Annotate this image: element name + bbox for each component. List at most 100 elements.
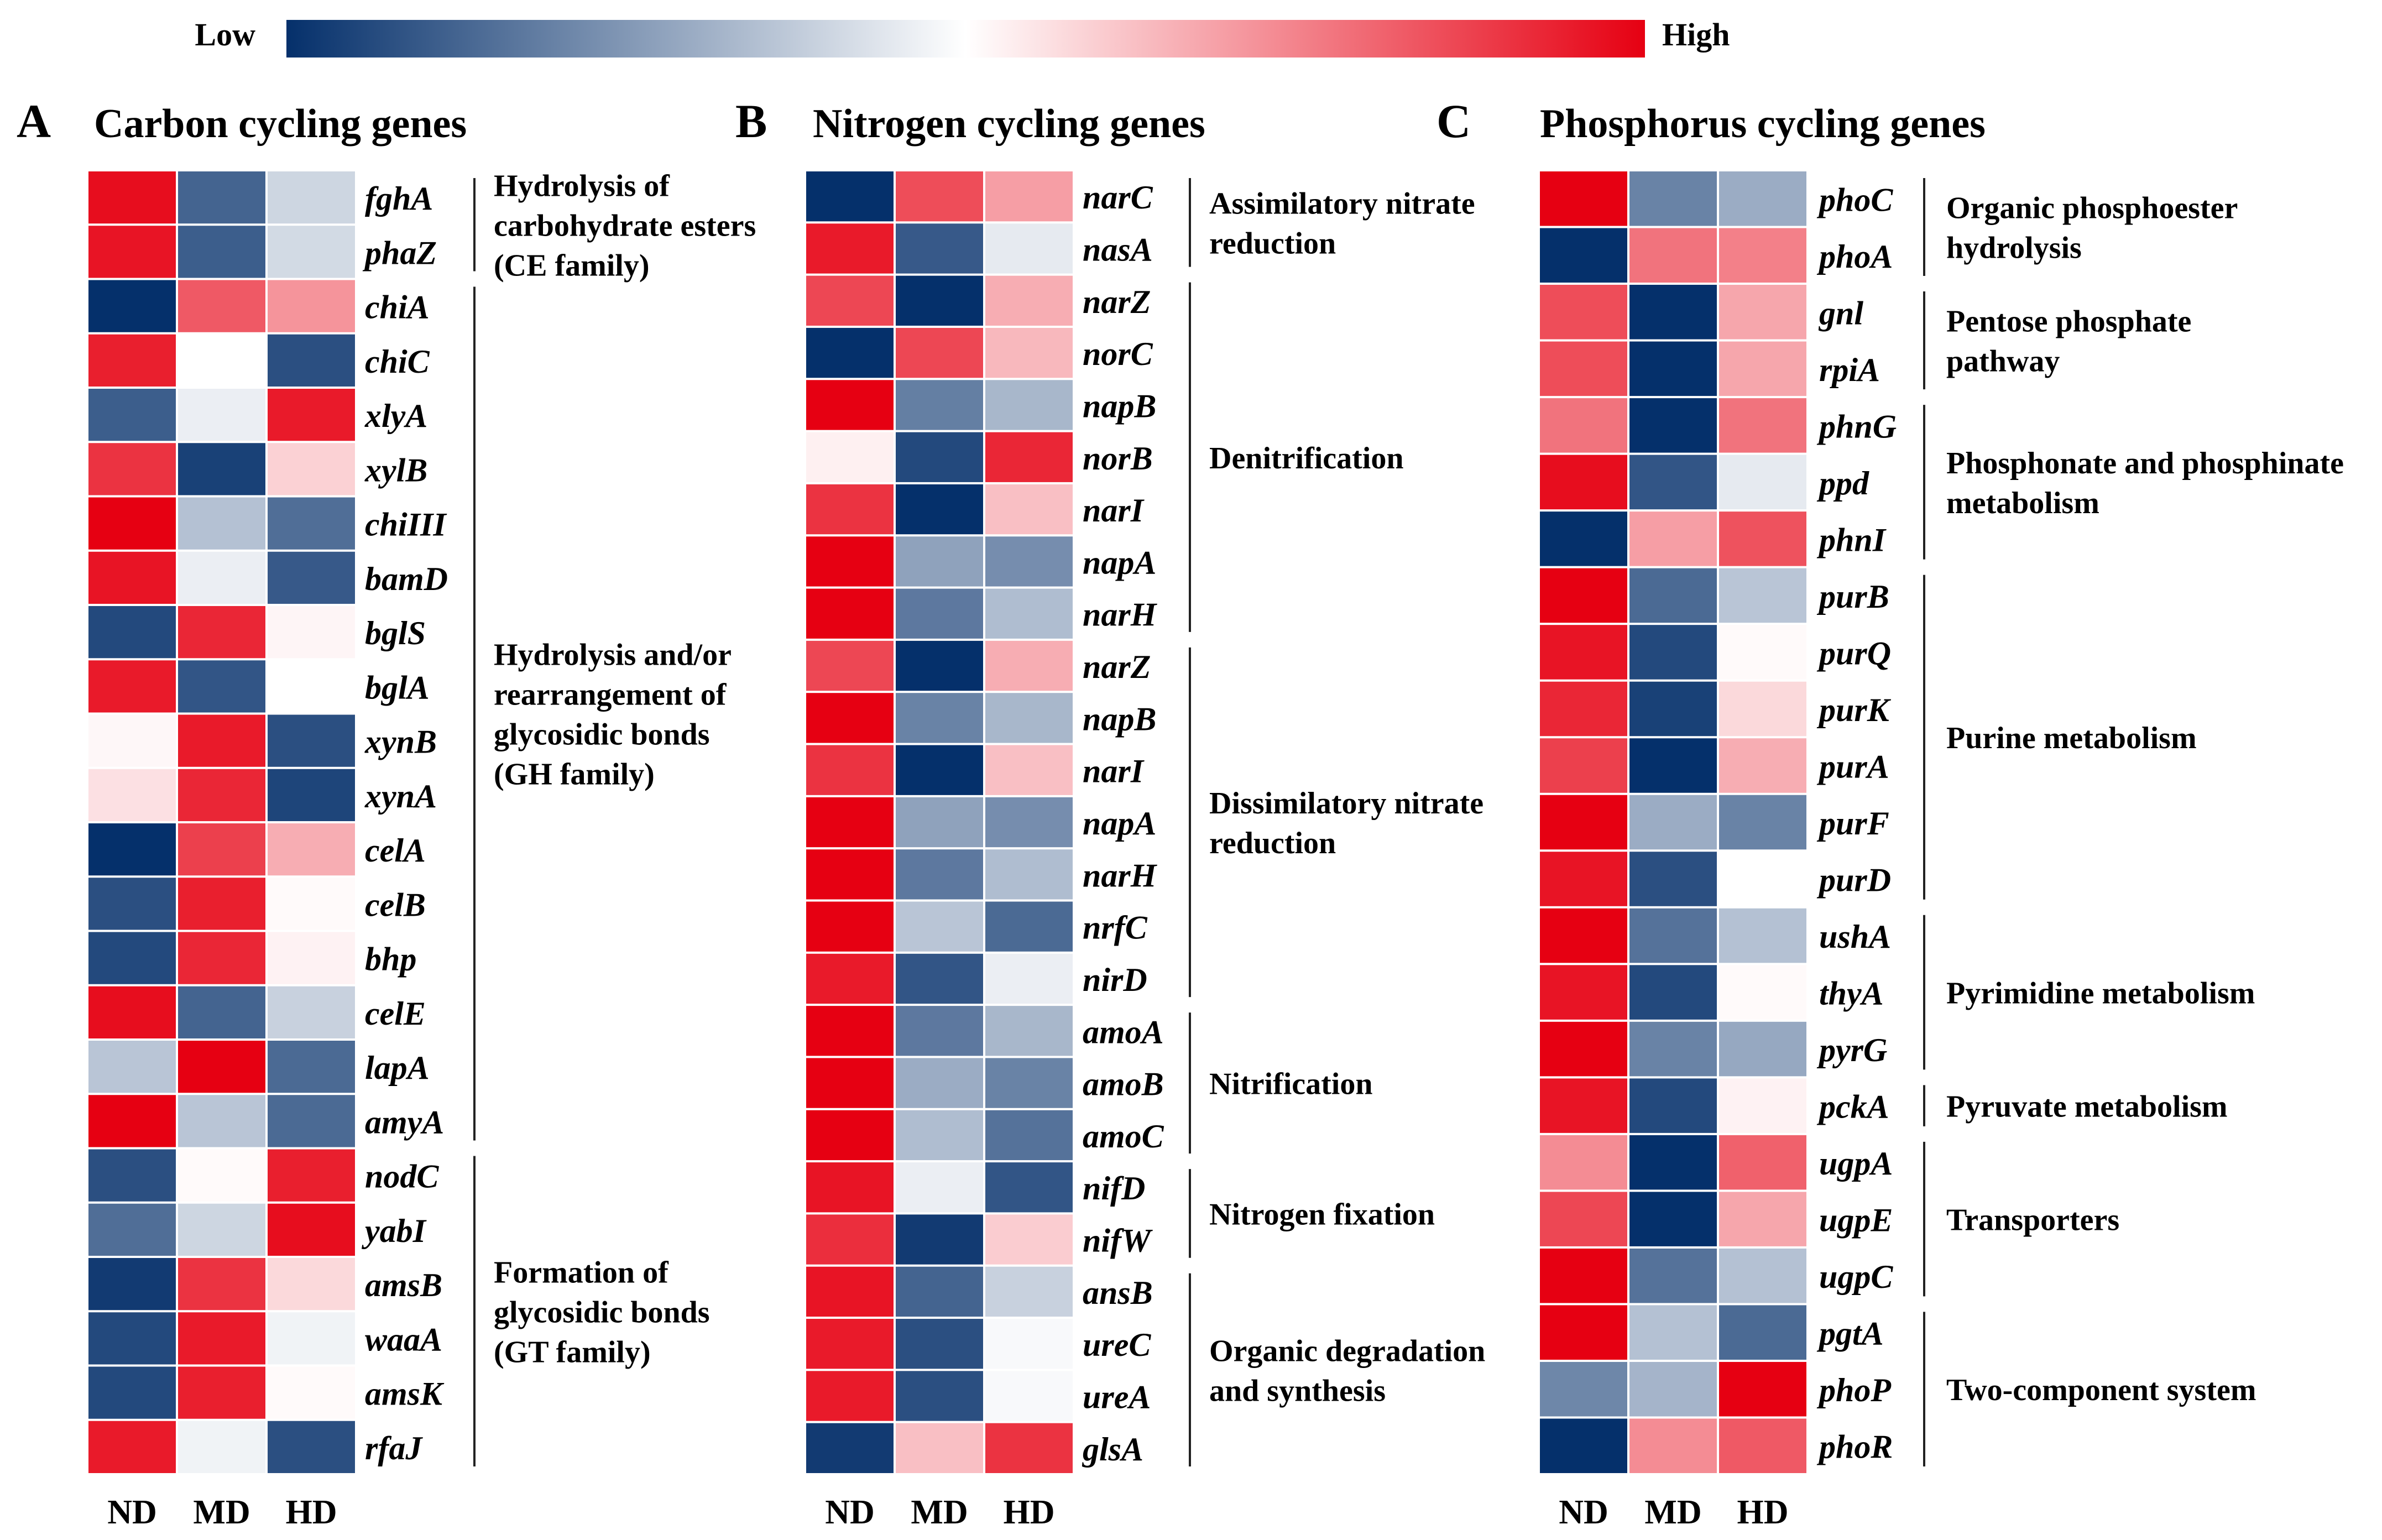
heatmap-cell [1719,1078,1806,1133]
heatmap-cell [1629,738,1717,793]
heatmap-cell [1629,285,1717,340]
heatmap-cell [1540,625,1627,680]
heatmap-cell [268,551,355,604]
heatmap-cell [1629,1418,1717,1473]
heatmap-cell [1540,285,1627,340]
heatmap-cell [896,640,983,691]
gene-label: xynA [364,778,437,815]
heatmap-cell [1719,398,1806,453]
group-label: (GH family) [494,758,655,792]
gene-label: napA [1083,805,1156,842]
heatmap-cell [806,223,894,274]
heatmap-cell [806,693,894,743]
gene-label: ugpE [1819,1202,1893,1239]
gene-label: nirD [1083,962,1147,998]
heatmap-cell [178,1366,265,1419]
heatmap-cell [1719,171,1806,226]
heatmap-cell [1719,965,1806,1020]
group-label: Assimilatory nitrate [1209,186,1475,221]
heatmap-cell [1540,1078,1627,1133]
gene-label: nrfC [1083,910,1148,946]
heatmap-cell [896,1319,983,1369]
heatmap-cell [268,986,355,1038]
gene-label: narH [1083,857,1158,894]
heatmap-cell [88,1312,176,1365]
heatmap-cell [178,823,265,876]
heatmap-cell [1629,681,1717,737]
gene-label: glsA [1082,1431,1143,1468]
heatmap-cell [1719,908,1806,963]
heatmap-cell [1719,625,1806,680]
heatmap-cell [88,932,176,984]
heatmap-cell [1540,681,1627,737]
heatmap-cell [896,901,983,952]
heatmap-cell [985,745,1073,795]
heatmap-cell [88,606,176,659]
heatmap-cell [985,1214,1073,1265]
heatmap-cell [1629,1248,1717,1303]
heatmap-cell [88,1366,176,1419]
heatmap-cell [1719,681,1806,737]
heatmap-cell [1540,171,1627,226]
panel-title: Nitrogen cycling genes [813,101,1205,147]
panel-title: Carbon cycling genes [94,101,467,147]
heatmap-cell [1629,795,1717,850]
heatmap-cell [178,660,265,713]
legend-high-label: High [1662,17,1730,53]
gene-label: bglS [365,615,426,651]
heatmap-panel-b: B Nitrogen cycling genes narC nasA narZ norC n… [735,95,1485,1531]
heatmap-cell [88,878,176,930]
gene-label: napA [1083,544,1156,581]
heatmap-cell [178,443,265,495]
heatmap-cell [1540,398,1627,453]
heatmap-cell [178,497,265,550]
panel-letter: C [1436,95,1471,148]
heatmap-cell [1629,171,1717,226]
heatmap-cell [88,551,176,604]
heatmap-cell [806,1266,894,1317]
heatmap-cell [178,1421,265,1473]
gene-label: celB [365,886,426,923]
heatmap-cell [178,986,265,1038]
heatmap-cell [1719,1305,1806,1360]
heatmap-cell [985,536,1073,587]
heatmap-cell [985,223,1073,274]
heatmap-cell [896,1006,983,1056]
heatmap-cell [806,432,894,482]
gene-label: amoA [1083,1014,1164,1050]
gene-label: amoC [1083,1118,1164,1155]
heatmap-cell [1719,1021,1806,1077]
heatmap-cell [1719,511,1806,566]
heatmap-cell [268,714,355,767]
gene-label: rfaJ [365,1430,423,1466]
gene-label: lapA [365,1050,430,1086]
panel-letter: A [17,95,51,148]
gene-label: narZ [1083,284,1151,320]
heatmap-cell [1629,228,1717,283]
heatmap-cell [985,275,1073,326]
heatmap-cell [896,1110,983,1161]
gene-label: bhp [365,941,416,978]
heatmap-cell [806,327,894,378]
heatmap-cell [268,606,355,659]
heatmap-cell [896,1423,983,1473]
heatmap-cell [1629,341,1717,396]
heatmap-cell [896,1058,983,1108]
heatmap-cell [806,380,894,430]
heatmap-cell [896,849,983,900]
group-label: reduction [1209,226,1336,260]
heatmap-cell [268,497,355,550]
heatmap-cell [1540,738,1627,793]
heatmap-cell [806,171,894,222]
gene-label: nasA [1083,231,1153,268]
gene-label: phoP [1816,1372,1892,1408]
heatmap-cell [1540,1361,1627,1417]
heatmap-cell [178,606,265,659]
heatmap-cell [1629,1135,1717,1190]
gene-label: celE [365,995,426,1032]
gene-label: ugpA [1819,1145,1893,1182]
heatmap-cell [178,1095,265,1147]
column-label: MD [193,1494,250,1531]
gene-label: nifD [1083,1170,1145,1207]
